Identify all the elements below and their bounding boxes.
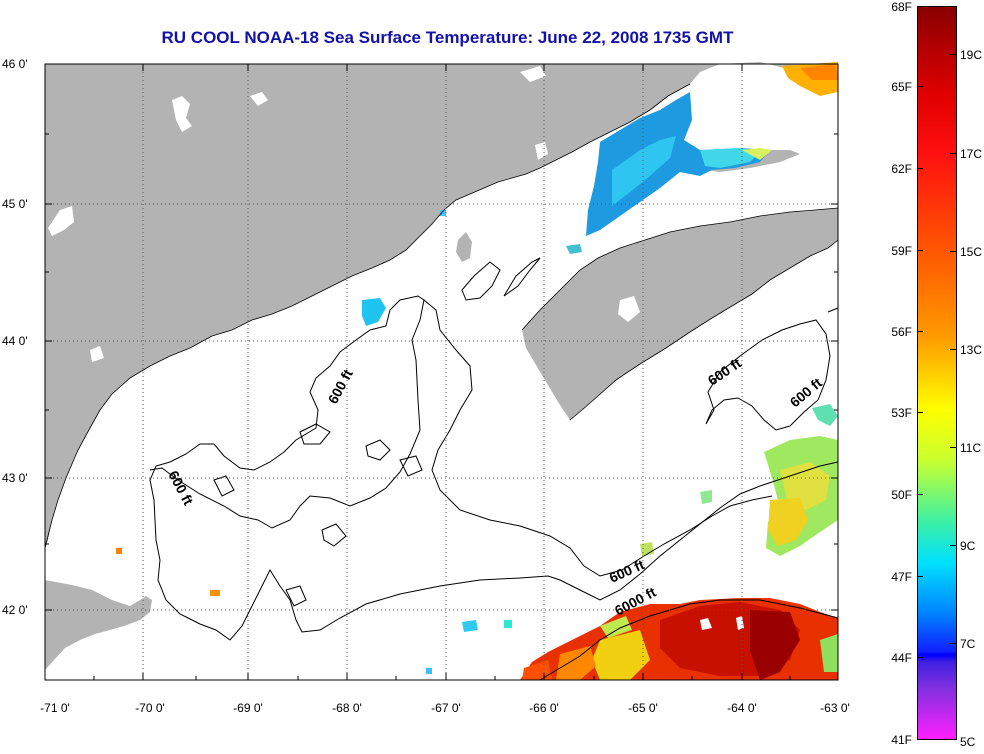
coastline xyxy=(44,83,839,549)
lon-label-65: -65 0' xyxy=(628,701,658,715)
contour-inner-islands xyxy=(461,261,501,301)
cbar-label-47f: 47F xyxy=(891,570,912,584)
cbar-label-50f: 50F xyxy=(891,488,912,502)
cbar-label-44f: 44F xyxy=(891,651,912,665)
contour-600ft-west xyxy=(149,295,839,641)
lon-label-64: -64 0' xyxy=(727,701,757,715)
cbar-label-5c: 5C xyxy=(960,735,976,749)
cbar-label-17c: 17C xyxy=(960,147,983,161)
land-grand-manan xyxy=(456,232,472,262)
cbar-label-19c: 19C xyxy=(960,48,983,62)
contour-6000ft xyxy=(539,599,839,681)
cbar-label-9c: 9C xyxy=(960,539,976,553)
cbar-label-56f: 56F xyxy=(891,325,912,339)
lon-label-69: -69 0' xyxy=(233,701,263,715)
cbar-label-53f: 53F xyxy=(891,406,912,420)
land-mainland xyxy=(45,62,838,548)
lat-label-46: 46 0' xyxy=(2,57,28,71)
map-title: RU COOL NOAA-18 Sea Surface Temperature:… xyxy=(161,28,734,47)
cbar-label-15c: 15C xyxy=(960,245,983,259)
bathymetry-contours xyxy=(149,257,839,681)
cbar-label-11c: 11C xyxy=(960,441,982,455)
sst-bay-of-fundy xyxy=(586,92,770,236)
lon-label-67: -67 0' xyxy=(431,701,461,715)
lat-label-43: 43 0' xyxy=(2,471,28,485)
sst-patch-cyan xyxy=(362,298,386,326)
grid xyxy=(45,64,838,680)
lat-label-45: 45 0' xyxy=(2,197,28,211)
contour-600ft-gulf xyxy=(423,299,773,577)
sst-data xyxy=(116,62,838,680)
cbar-label-62f: 62F xyxy=(891,162,912,176)
cbar-label-59f: 59F xyxy=(891,244,912,258)
lat-label-42: 42 0' xyxy=(2,603,28,617)
cbar-label-68f: 68F xyxy=(891,0,912,14)
contour-600ft-east2 xyxy=(827,307,839,313)
lon-label-66: -66 0' xyxy=(529,701,559,715)
cbar-label-41f: 41F xyxy=(891,733,912,747)
cbar-label-65f: 65F xyxy=(891,80,912,94)
land-nova-scotia xyxy=(522,208,838,420)
temperature-colorbar xyxy=(917,6,957,740)
cbar-label-7c: 7C xyxy=(960,637,976,651)
lat-label-44: 44 0' xyxy=(2,334,28,348)
lon-label-68: -68 0' xyxy=(332,701,362,715)
land-cape-cod xyxy=(45,580,152,670)
axis-ticks xyxy=(44,63,839,680)
lon-label-63: -63 0' xyxy=(820,701,850,715)
cbar-label-13c: 13C xyxy=(960,343,983,357)
lon-label-70: -70 0' xyxy=(135,701,165,715)
lon-label-71: -71 0' xyxy=(40,701,70,715)
contour-600ft-east xyxy=(705,319,831,431)
